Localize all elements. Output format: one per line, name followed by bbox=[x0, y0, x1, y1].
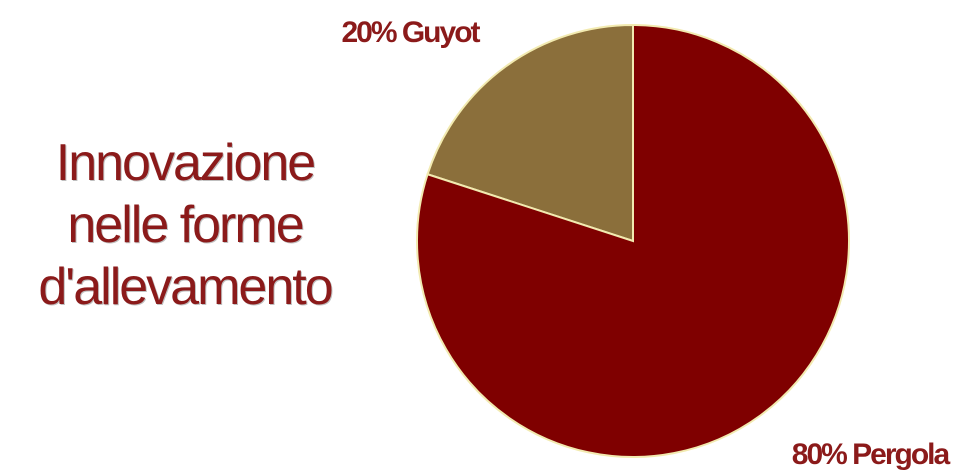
pie-labels: 20% Guyot 80% Pergola bbox=[341, 16, 952, 471]
chart-title-line-3: d'allevamento bbox=[38, 258, 333, 316]
pie-label-pergola: 80% Pergola bbox=[792, 438, 951, 471]
chart-title: Innovazione nelle forme d'allevamento bbox=[0, 132, 370, 318]
pie-slices bbox=[416, 23, 850, 458]
pie-slice-guyot bbox=[426, 23, 634, 243]
pie-label-guyot: 20% Guyot bbox=[341, 16, 480, 49]
chart-title-line-2: nelle forme bbox=[67, 196, 304, 254]
chart-title-line-1: Innovazione bbox=[55, 134, 316, 192]
pie-slice-pergola bbox=[416, 23, 850, 458]
